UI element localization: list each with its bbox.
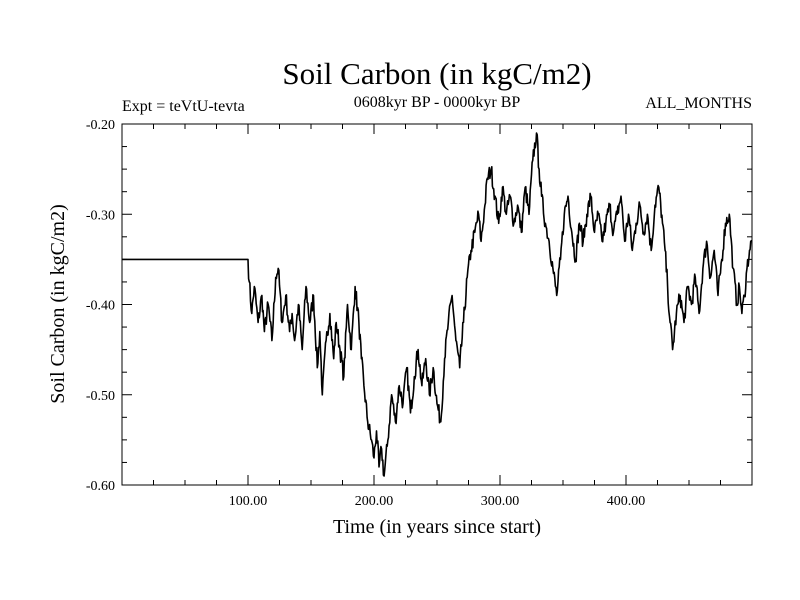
chart-subtitle-center: 0608kyr BP - 0000kyr BP <box>354 94 521 111</box>
y-tick-label: -0.40 <box>86 299 115 314</box>
x-tick-label: 400.00 <box>607 494 646 509</box>
y-tick-labels: -0.60 -0.50 -0.40 -0.30 -0.20 <box>86 118 115 494</box>
x-tick-label: 100.00 <box>229 494 268 509</box>
x-axis-label: Time (in years since start) <box>333 516 541 538</box>
y-tick-label: -0.50 <box>86 389 115 404</box>
chart-title: Soil Carbon (in kgC/m2) <box>282 56 591 91</box>
series-line <box>122 132 753 477</box>
axis-ticks <box>122 124 752 485</box>
y-tick-label: -0.60 <box>86 479 115 494</box>
plot-frame <box>121 123 753 486</box>
y-tick-label: -0.20 <box>86 118 115 133</box>
x-tick-label: 300.00 <box>481 494 520 509</box>
y-axis-label: Soil Carbon (in kgC/m2) <box>47 204 69 403</box>
x-tick-label: 200.00 <box>355 494 394 509</box>
chart-subtitle-left: Expt = teVtU-tevta <box>122 98 245 115</box>
chart-subtitle-right: ALL_MONTHS <box>645 95 752 112</box>
y-tick-label: -0.30 <box>86 208 115 223</box>
x-tick-labels: 100.00 200.00 300.00 400.00 <box>229 494 646 509</box>
